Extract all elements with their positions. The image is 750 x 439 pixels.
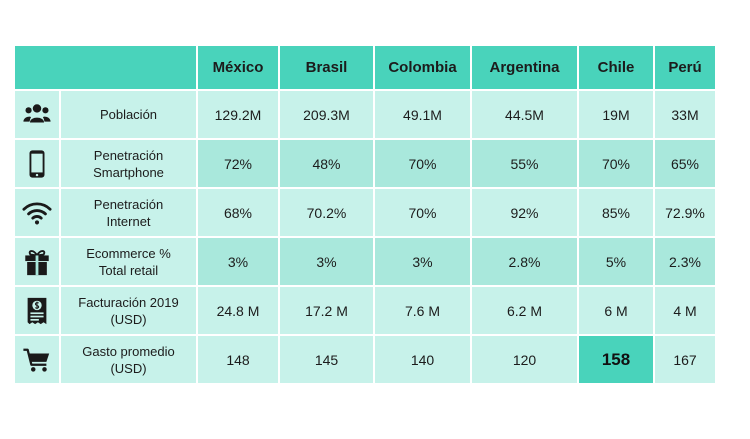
row-label: Penetración Smartphone	[61, 140, 196, 187]
table-cell: 92%	[472, 189, 577, 236]
invoice-icon	[27, 297, 47, 324]
row-label-line2: Smartphone	[93, 164, 164, 180]
row-label-line1: Población	[99, 107, 158, 122]
table-cell: 120	[472, 336, 577, 383]
smartphone-icon	[29, 149, 45, 178]
column-header-brasil: Brasil	[280, 46, 373, 89]
row-icon-cell	[15, 140, 59, 187]
table-cell: 4 M	[655, 287, 715, 334]
table-cell: 140	[375, 336, 470, 383]
highlighted-cell: 158	[579, 336, 653, 383]
column-header-peru: Perú	[655, 46, 715, 89]
wifi-icon	[22, 202, 52, 224]
table-cell: 49.1M	[375, 91, 470, 138]
row-label-line2: (USD)	[110, 311, 147, 327]
table-cell: 2.8%	[472, 238, 577, 285]
table-cell: 209.3M	[280, 91, 373, 138]
row-label: Penetración Internet	[61, 189, 196, 236]
table-cell: 167	[655, 336, 715, 383]
table-cell: 6 M	[579, 287, 653, 334]
table-cell: 70.2%	[280, 189, 373, 236]
table-row: Penetración Smartphone 72% 48% 70% 55% 70…	[15, 140, 715, 187]
column-header-chile: Chile	[579, 46, 653, 89]
gift-icon	[25, 249, 49, 275]
row-label: Población	[61, 91, 196, 138]
table-cell: 48%	[280, 140, 373, 187]
table-cell: 2.3%	[655, 238, 715, 285]
table-cell: 70%	[375, 140, 470, 187]
table-cell: 7.6 M	[375, 287, 470, 334]
row-label: Facturación 2019 (USD)	[61, 287, 196, 334]
table-cell: 33M	[655, 91, 715, 138]
table-cell: 129.2M	[198, 91, 278, 138]
table-cell: 3%	[280, 238, 373, 285]
row-label-line1: Gasto promedio	[82, 343, 175, 359]
table-cell: 55%	[472, 140, 577, 187]
table-cell: 148	[198, 336, 278, 383]
row-label-line1: Facturación 2019	[78, 294, 179, 310]
table-cell: 44.5M	[472, 91, 577, 138]
table-cell: 24.8 M	[198, 287, 278, 334]
row-icon-cell	[15, 91, 59, 138]
header-blank-cell	[15, 46, 196, 89]
ecommerce-stats-table: México Brasil Colombia Argentina Chile P…	[13, 44, 717, 385]
table-cell: 65%	[655, 140, 715, 187]
row-icon-cell	[15, 287, 59, 334]
table-cell: 72.9%	[655, 189, 715, 236]
table-cell: 3%	[198, 238, 278, 285]
people-icon	[23, 103, 51, 122]
table-cell: 145	[280, 336, 373, 383]
shopping-cart-icon	[23, 348, 50, 372]
row-label-line1: Penetración	[93, 196, 164, 212]
table-row: Ecommerce % Total retail 3% 3% 3% 2.8% 5%…	[15, 238, 715, 285]
table-cell: 70%	[579, 140, 653, 187]
row-label-line1: Ecommerce %	[86, 245, 171, 261]
table-row: Gasto promedio (USD) 148 145 140 120 158 …	[15, 336, 715, 383]
table-row: Facturación 2019 (USD) 24.8 M 17.2 M 7.6 …	[15, 287, 715, 334]
table-cell: 72%	[198, 140, 278, 187]
table-cell: 6.2 M	[472, 287, 577, 334]
row-icon-cell	[15, 238, 59, 285]
row-label-line1: Penetración	[93, 147, 164, 163]
table-row: Población 129.2M 209.3M 49.1M 44.5M 19M …	[15, 91, 715, 138]
row-label-line2: Internet	[106, 213, 151, 229]
table-cell: 70%	[375, 189, 470, 236]
column-header-mexico: México	[198, 46, 278, 89]
column-header-argentina: Argentina	[472, 46, 577, 89]
column-header-colombia: Colombia	[375, 46, 470, 89]
table-cell: 85%	[579, 189, 653, 236]
row-icon-cell	[15, 189, 59, 236]
table-row: Penetración Internet 68% 70.2% 70% 92% 85…	[15, 189, 715, 236]
row-icon-cell	[15, 336, 59, 383]
table-cell: 68%	[198, 189, 278, 236]
row-label-line2: Total retail	[98, 262, 159, 278]
table-cell: 19M	[579, 91, 653, 138]
table-cell: 17.2 M	[280, 287, 373, 334]
row-label-line2: (USD)	[110, 360, 147, 376]
row-label: Gasto promedio (USD)	[61, 336, 196, 383]
table-cell: 5%	[579, 238, 653, 285]
row-label: Ecommerce % Total retail	[61, 238, 196, 285]
header-row: México Brasil Colombia Argentina Chile P…	[15, 46, 715, 89]
table-cell: 3%	[375, 238, 470, 285]
